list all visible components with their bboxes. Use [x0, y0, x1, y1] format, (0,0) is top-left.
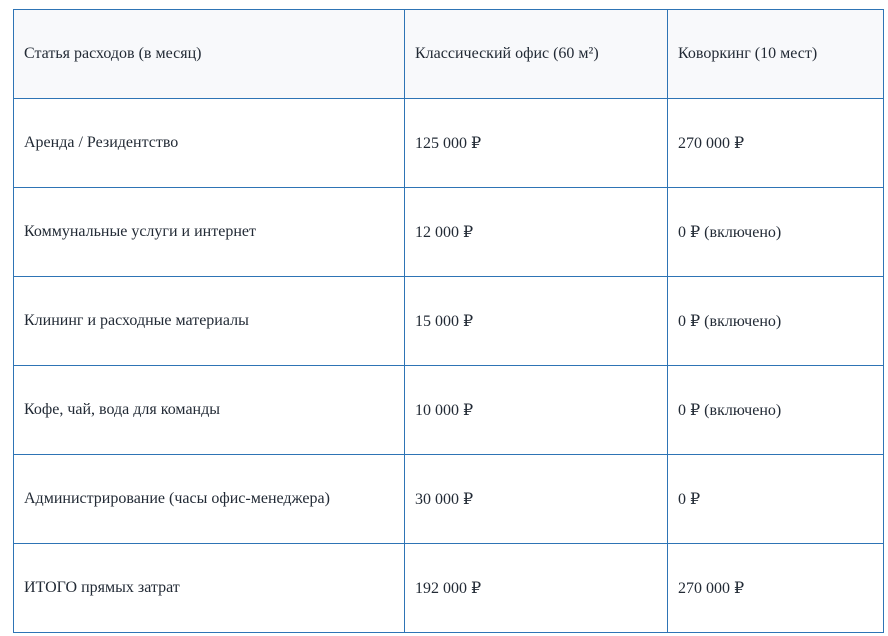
table-cell: 30 000 ₽: [404, 454, 668, 544]
table-row: Коммунальные услуги и интернет 12 000 ₽0 …: [13, 187, 884, 277]
table-row: ИТОГО прямых затрат 192 000 ₽270 000 ₽: [13, 543, 884, 633]
table-row: Кофе, чай, вода для команды 10 000 ₽0 ₽ (…: [13, 365, 884, 455]
table-cell: 0 ₽ (включено): [667, 276, 884, 366]
cost-comparison-table: Статья расходов (в месяц) Классический о…: [13, 9, 884, 633]
header-cell: Коворкинг (10 мест): [667, 9, 884, 99]
table-cell: 10 000 ₽: [404, 365, 668, 455]
table-cell: Кофе, чай, вода для команды: [13, 365, 405, 455]
table-cell: 192 000 ₽: [404, 543, 668, 633]
table-cell: 15 000 ₽: [404, 276, 668, 366]
table-cell: Клининг и расходные материалы: [13, 276, 405, 366]
table-cell: 270 000 ₽: [667, 98, 884, 188]
table-body: Аренда / Резидентство 125 000 ₽270 000 ₽ К…: [13, 98, 884, 633]
table-row: Администрирование (часы офис-менеджера) 3…: [13, 454, 884, 544]
table-cell: 12 000 ₽: [404, 187, 668, 277]
table-row: Аренда / Резидентство 125 000 ₽270 000 ₽: [13, 98, 884, 188]
header-cell: Статья расходов (в месяц): [13, 9, 405, 99]
table-row: Клининг и расходные материалы 15 000 ₽0 ₽…: [13, 276, 884, 366]
table-cell: 0 ₽ (включено): [667, 365, 884, 455]
header-cell: Классический офис (60 м²): [404, 9, 668, 99]
table-cell: 270 000 ₽: [667, 543, 884, 633]
table-cell: Коммунальные услуги и интернет: [13, 187, 405, 277]
table-cell: 0 ₽: [667, 454, 884, 544]
table-cell: 125 000 ₽: [404, 98, 668, 188]
table-cell: Администрирование (часы офис-менеджера): [13, 454, 405, 544]
table-cell: ИТОГО прямых затрат: [13, 543, 405, 633]
table-cell: Аренда / Резидентство: [13, 98, 405, 188]
table-cell: 0 ₽ (включено): [667, 187, 884, 277]
header-row: Статья расходов (в месяц) Классический о…: [13, 9, 884, 99]
